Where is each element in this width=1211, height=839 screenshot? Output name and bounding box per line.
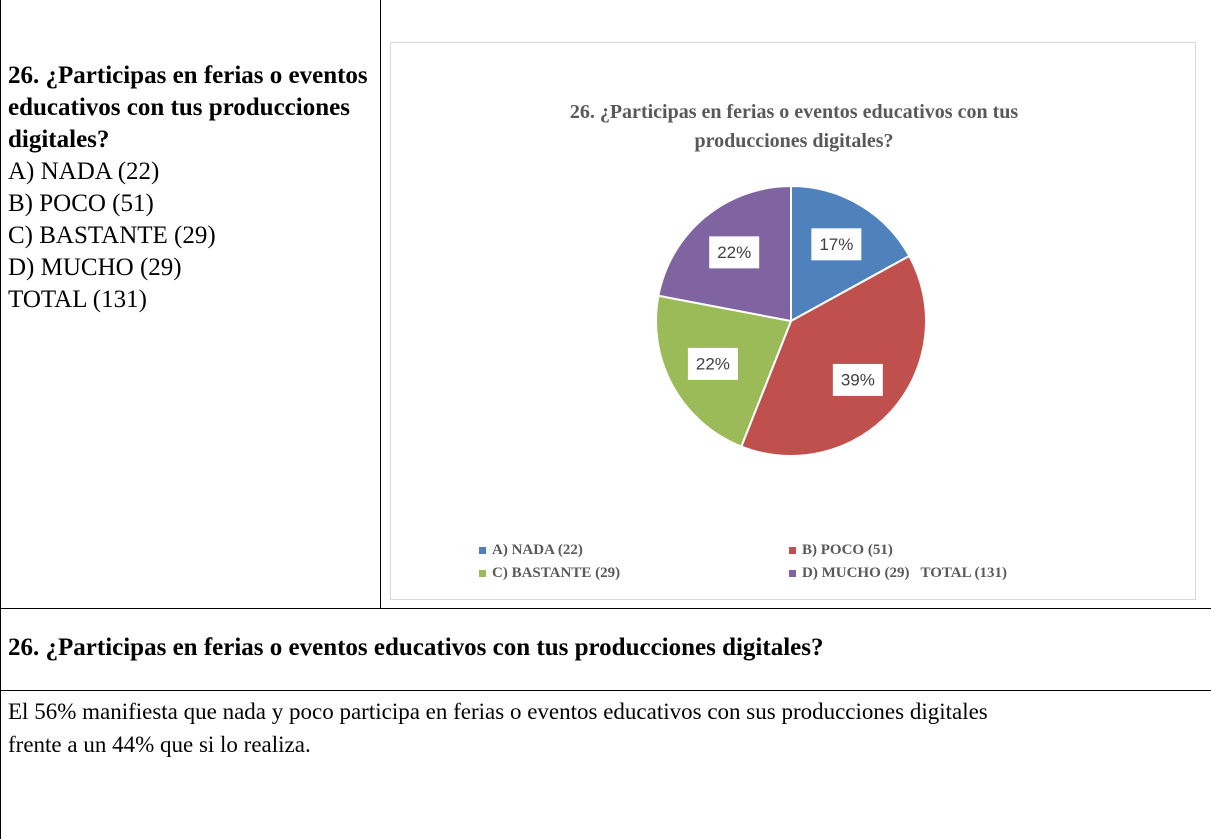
chart: 26. ¿Participas en ferias o eventos educ… — [390, 42, 1196, 600]
data-label: 17% — [819, 235, 853, 254]
question-title: 26. ¿Participas en ferias o eventos educ… — [8, 62, 368, 153]
pie-chart: 17% 39% 22% 22% — [655, 184, 927, 457]
table-border — [0, 0, 1, 839]
options: A) NADA (22) B) POCO (51) C) BASTANTE (29)… — [8, 156, 378, 316]
paragraph: El 56% manifiesta que nada y poco partic… — [8, 699, 988, 757]
legend-label: A) NADA (22) — [492, 542, 583, 558]
left-cell: 26. ¿Participas en ferias o eventos educ… — [8, 60, 378, 316]
legend-label: B) POCO (51) — [802, 542, 893, 558]
label-box — [832, 363, 883, 396]
label-box — [811, 228, 862, 261]
legend-label: C) BASTANTE (29) — [492, 565, 621, 581]
data-label: 39% — [841, 370, 875, 389]
data-label: 22% — [717, 243, 751, 262]
option: TOTAL (131) — [8, 286, 147, 313]
legend-item: B) POCO (51) — [789, 541, 1179, 560]
table-border — [0, 608, 1211, 609]
legend-item: C) BASTANTE (29) — [479, 564, 789, 583]
legend: A) NADA (22) B) POCO (51) C) BASTANTE (29)… — [479, 541, 1179, 583]
chart-title: 26. ¿Participas en ferias o eventos educ… — [569, 101, 1019, 152]
legend-swatch — [479, 547, 486, 554]
option: D) MUCHO (29) — [8, 254, 182, 281]
legend-item: A) NADA (22) — [479, 541, 789, 560]
legend-swatch — [789, 570, 796, 577]
heading: 26. ¿Participas en ferias o eventos educ… — [8, 634, 824, 661]
pie-slice — [740, 254, 927, 457]
table-border — [0, 690, 1211, 691]
option: C) BASTANTE (29) — [8, 222, 216, 249]
legend-item: D) MUCHO (29) TOTAL (131) — [789, 564, 1179, 583]
legend-swatch — [479, 570, 486, 577]
data-label: 22% — [696, 354, 730, 373]
table-border — [380, 0, 381, 608]
option: B) POCO (51) — [8, 190, 154, 217]
option: A) NADA (22) — [8, 158, 160, 185]
label-box — [687, 347, 738, 380]
label-box — [709, 236, 760, 269]
legend-label: D) MUCHO (29) TOTAL (131) — [802, 565, 1007, 581]
legend-swatch — [789, 547, 796, 554]
